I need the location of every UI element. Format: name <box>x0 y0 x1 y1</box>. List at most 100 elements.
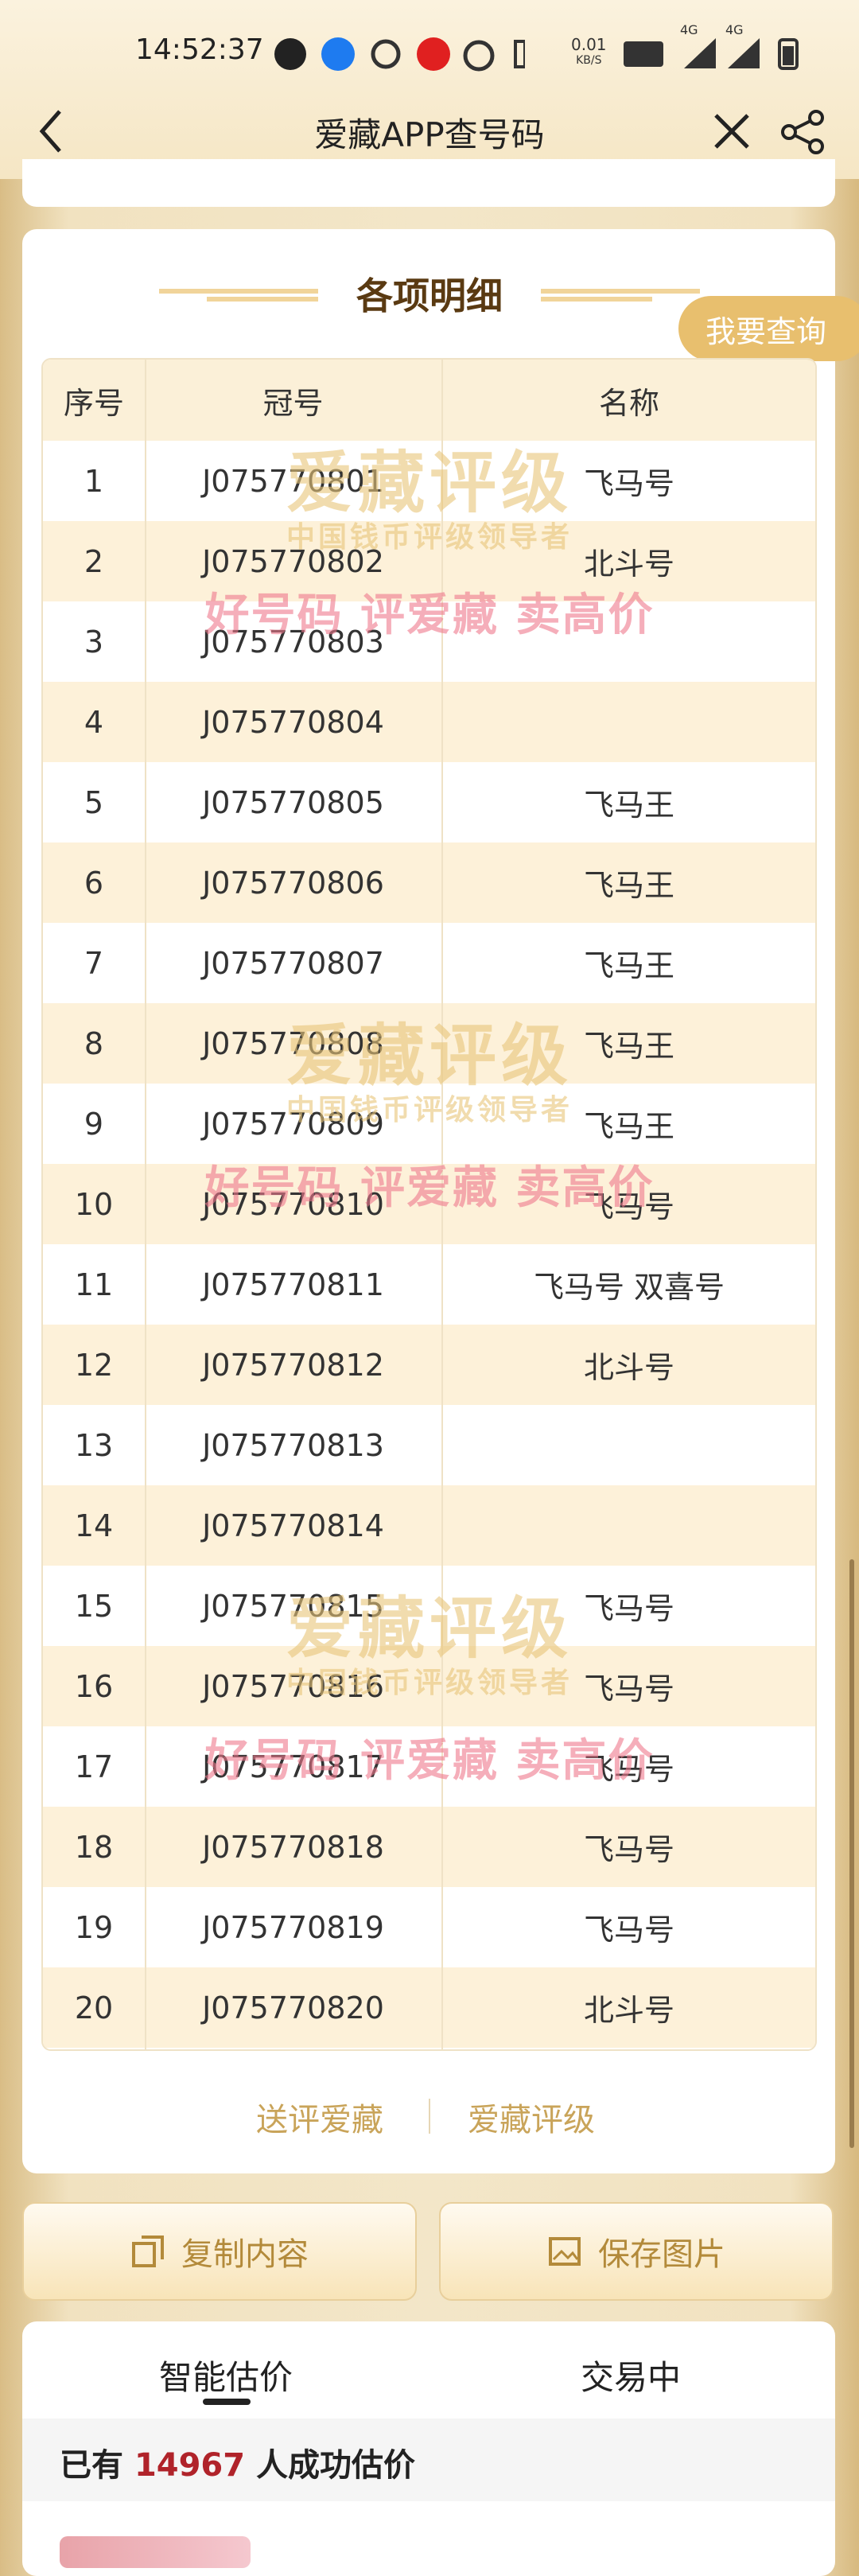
stats-text: 已有 14967 人成功估价 <box>60 2439 415 2485</box>
row-bg <box>43 1807 815 1887</box>
table-cell: J075770804 <box>202 704 384 740</box>
table-cell <box>441 1485 815 1566</box>
table-cell: 6 <box>84 865 104 901</box>
net-speed-unit: KB/S <box>576 54 602 67</box>
table-cell: 16 <box>74 1668 114 1704</box>
title-ornament <box>159 289 700 302</box>
table-cell: 8 <box>84 1025 104 1061</box>
save-label: 保存图片 <box>598 2236 725 2273</box>
link-brand[interactable]: 爱藏评级 <box>468 2102 595 2138</box>
table-cell: 飞马号 <box>583 1189 674 1224</box>
table-cell: 北斗号 <box>583 547 674 582</box>
table-cell: J075770820 <box>202 1990 384 2025</box>
table-cell: 飞马号 <box>583 466 674 501</box>
table-cell: J075770819 <box>202 1909 384 1945</box>
table-cell: 北斗号 <box>583 1993 674 2028</box>
table-cell: J075770803 <box>202 624 384 660</box>
table-cell: 飞马号 <box>583 1591 674 1626</box>
signal-1: 4G <box>680 22 698 37</box>
row-bg <box>43 1967 815 2048</box>
table-cell: J075770801 <box>202 463 384 499</box>
table-cell: 飞马王 <box>583 948 674 983</box>
table-cell: 飞马王 <box>583 1029 674 1064</box>
table-cell: 飞马号 双喜号 <box>533 1270 725 1305</box>
table-cell: J075770809 <box>202 1106 384 1142</box>
table-cell: 飞马王 <box>583 1109 674 1144</box>
query-tag[interactable]: 我要查询 <box>678 296 859 361</box>
net-speed-value: 0.01 <box>571 35 607 54</box>
stats-count: 14967 <box>134 2447 246 2484</box>
table-cell: 2 <box>84 543 104 579</box>
row-bg <box>43 682 815 762</box>
table-cell: J075770811 <box>202 1267 384 1302</box>
share-button[interactable] <box>781 110 826 154</box>
table-cell: J075770816 <box>202 1668 384 1704</box>
table-cell: 11 <box>74 1267 114 1302</box>
tab-estimate[interactable]: 智能估价 <box>159 2358 293 2397</box>
row-bg <box>43 842 815 923</box>
column-divider <box>145 360 146 2049</box>
copy-button[interactable]: 复制内容 <box>22 2202 417 2301</box>
scrollbar <box>849 1559 854 2148</box>
banknote-thumb <box>60 2536 251 2568</box>
row-bg <box>43 1566 815 1646</box>
table-cell: 1 <box>84 463 104 499</box>
row-bg <box>43 601 815 682</box>
table-cell: 4 <box>84 704 104 740</box>
row-bg <box>43 1726 815 1807</box>
table-cell: J075770814 <box>202 1508 384 1543</box>
table-cell: 20 <box>74 1990 114 2025</box>
table-cell: 飞马王 <box>583 868 674 903</box>
row-bg <box>43 1887 815 1967</box>
table-cell: 10 <box>74 1186 114 1222</box>
row-bg <box>43 441 815 521</box>
table-cell <box>441 601 815 682</box>
column-header: 冠号 <box>262 385 324 421</box>
table-cell: J075770817 <box>202 1749 384 1784</box>
row-bg <box>43 521 815 601</box>
row-bg <box>43 1084 815 1164</box>
column-header: 序号 <box>63 385 124 421</box>
table-cell: 17 <box>74 1749 114 1784</box>
table-cell: J075770805 <box>202 784 384 820</box>
row-bg <box>43 762 815 842</box>
table-cell: 14 <box>74 1508 114 1543</box>
table-header-bg <box>43 360 815 441</box>
header-title: 爱藏APP查号码 <box>314 115 545 154</box>
close-button[interactable] <box>712 111 752 151</box>
table-cell: J075770815 <box>202 1588 384 1624</box>
table-cell: 13 <box>74 1427 114 1463</box>
status-icons <box>274 37 525 72</box>
save-button[interactable]: 保存图片 <box>439 2202 834 2301</box>
table-cell <box>441 1405 815 1485</box>
table-cell: 7 <box>84 945 104 981</box>
table-cell <box>441 682 815 762</box>
row-bg <box>43 1485 815 1566</box>
tab-trading[interactable]: 交易中 <box>581 2358 682 2397</box>
back-button[interactable] <box>36 107 68 155</box>
table-cell: 飞马号 <box>583 1832 674 1867</box>
previous-card <box>22 159 835 207</box>
column-divider <box>441 360 443 2049</box>
row-bg <box>43 1003 815 1084</box>
status-time: 14:52:37 <box>135 33 264 66</box>
table-cell: 9 <box>84 1106 104 1142</box>
table-cell: J075770807 <box>202 945 384 981</box>
copy-label: 复制内容 <box>181 2236 309 2273</box>
link-send[interactable]: 送评爱藏 <box>256 2102 383 2138</box>
stats-suffix: 人成功估价 <box>256 2447 416 2484</box>
column-header: 名称 <box>598 385 659 421</box>
table-cell: J075770812 <box>202 1347 384 1383</box>
link-divider <box>429 2099 430 2134</box>
detail-table: 序号 冠号 名称 1 J075770801 飞马号 2 J075770802 北斗号 3 J0757… <box>41 358 817 2051</box>
table-cell: 18 <box>74 1829 114 1865</box>
table-cell: 北斗号 <box>583 1350 674 1385</box>
table-cell: J075770818 <box>202 1829 384 1865</box>
row-bg <box>43 1244 815 1325</box>
table-cell: 15 <box>74 1588 114 1624</box>
row-bg <box>43 1646 815 1726</box>
stats-bar <box>22 2418 835 2501</box>
row-bg <box>43 923 815 1003</box>
signal-2: 4G <box>725 22 744 37</box>
